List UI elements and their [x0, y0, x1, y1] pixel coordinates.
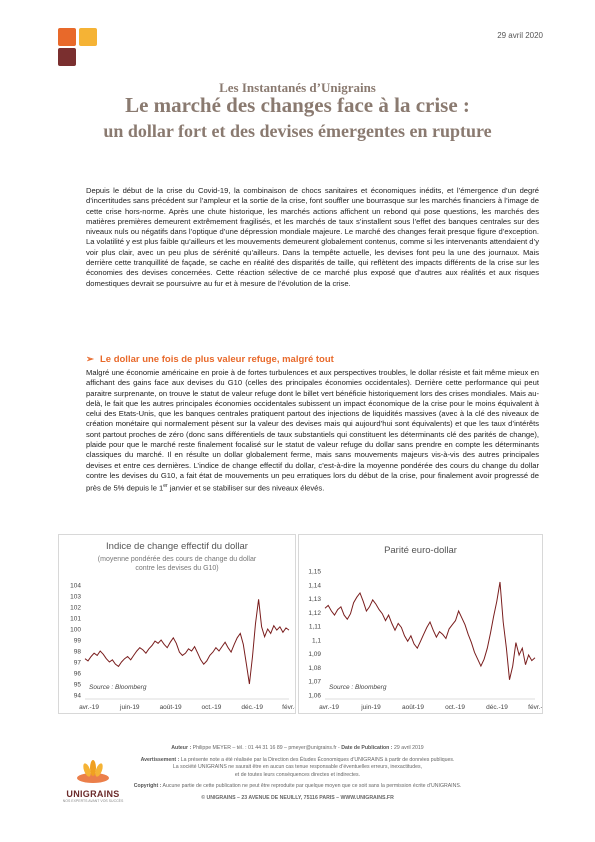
chart-subtitle-line1: (moyenne pondérée des cours de change du… [97, 556, 257, 563]
y-tick-label: 1,09 [308, 651, 321, 658]
y-tick-label: 1,11 [309, 624, 322, 631]
chart-subtitle-line2: contre les devises du G10) [135, 565, 219, 572]
series-line [324, 581, 536, 680]
y-tick-label: 95 [74, 682, 82, 689]
x-tick-label: juin-19 [119, 704, 140, 711]
series-line [84, 599, 290, 685]
superscript-er: er [163, 483, 168, 490]
x-tick-label: déc.-19 [241, 704, 263, 711]
section-paragraph: Malgré une économie américaine en proie … [86, 368, 539, 494]
series-title: Les Instantanés d’Unigrains [219, 80, 376, 95]
y-tick-label: 1,13 [308, 596, 321, 603]
y-tick-label: 104 [70, 583, 81, 590]
y-tick-label: 96 [74, 671, 82, 678]
intro-paragraph: Depuis le début de la crise du Covid-19,… [86, 186, 539, 288]
footer-author-line: Auteur : Philippe MEYER – tél. : 01 44 3… [171, 745, 424, 751]
wheat-logo-icon [77, 760, 109, 783]
footer-warning-line1: Avertissement : La présente note a été r… [140, 756, 455, 763]
x-tick-label: août-19 [402, 704, 424, 711]
y-tick-label: 101 [70, 616, 81, 623]
logo-maroon-square [58, 48, 76, 66]
unigrains-brand: UNIGRAINS NOS EXPERTS AVANT VOS SUCCÈS [58, 758, 128, 803]
brand-tagline: NOS EXPERTS AVANT VOS SUCCÈS [62, 799, 124, 803]
chart-source: Source : Bloomberg [329, 684, 387, 691]
chart-plot: 1,15 1,14 1,13 1,12 1,11 1,1 1,09 1,08 1,07 1,06 a… [308, 569, 542, 712]
footer-warning-line2: La société UNIGRAINS ne saurait être en … [172, 764, 423, 771]
logo-orange-square [58, 28, 76, 46]
y-tick-label: 94 [74, 693, 82, 700]
x-tick-label: févr.-20 [282, 704, 295, 711]
section-text-part2: janvier et se stabiliser sur des niveaux… [167, 483, 325, 493]
eur-usd-chart: Parité euro-dollar 1,15 1,14 1,13 1,12 1,11 1… [298, 534, 543, 714]
page-title: Le marché des changes face à la crise : [125, 93, 470, 117]
y-tick-label: 103 [70, 594, 81, 601]
y-tick-label: 100 [70, 627, 81, 634]
y-tick-label: 1,07 [308, 679, 321, 686]
y-tick-label: 98 [74, 649, 82, 656]
brand-name: UNIGRAINS [66, 789, 120, 799]
y-tick-label: 97 [74, 660, 82, 667]
y-tick-label: 1,06 [308, 693, 321, 700]
section-title: Le dollar une fois de plus valeur refuge… [99, 354, 334, 365]
y-tick-label: 1,08 [308, 665, 321, 672]
publication-date: 29 avril 2020 [497, 31, 543, 40]
section-heading: ➢ Le dollar une fois de plus valeur refug… [86, 354, 334, 365]
x-tick-label: oct.-19 [445, 704, 465, 711]
footer: Auteur : Philippe MEYER – tél. : 01 44 3… [0, 745, 595, 803]
y-tick-label: 102 [70, 605, 81, 612]
y-tick-label: 99 [74, 638, 82, 645]
footer-copyright: Copyright : Aucune partie de cette publi… [133, 783, 462, 790]
chart-source: Source : Bloomberg [89, 684, 147, 691]
y-tick-label: 1,15 [308, 569, 321, 576]
y-tick-label: 1,12 [308, 610, 321, 617]
footer-address: © UNIGRAINS – 23 AVENUE DE NEUILLY, 7511… [201, 794, 394, 801]
y-tick-label: 1,1 [312, 637, 321, 644]
x-tick-label: avr.-19 [319, 704, 339, 711]
y-tick-label: 1,14 [308, 582, 321, 589]
section-text-part1: Malgré une économie américaine en proie … [86, 368, 539, 493]
arrow-bullet-icon: ➢ [86, 354, 94, 365]
dollar-index-chart: Indice de change effectif du dollar (moy… [58, 534, 296, 714]
page-subtitle: un dollar fort et des devises émergentes… [103, 121, 492, 141]
x-tick-label: févr.-20 [528, 704, 542, 711]
footer-warning-line3: et de toutes leurs conséquences directes… [234, 771, 361, 778]
chart-plot: 104 103 102 101 100 99 98 97 96 95 94 avr.-19 juin-1… [70, 583, 295, 712]
chart-title: Parité euro-dollar [384, 545, 457, 556]
logo-yellow-square [79, 28, 97, 46]
x-tick-label: déc.-19 [486, 704, 508, 711]
x-tick-label: août-19 [160, 704, 182, 711]
x-tick-label: oct.-19 [201, 704, 221, 711]
chart-title: Indice de change effectif du dollar [106, 541, 248, 552]
x-tick-label: avr.-19 [79, 704, 99, 711]
x-tick-label: juin-19 [360, 704, 381, 711]
